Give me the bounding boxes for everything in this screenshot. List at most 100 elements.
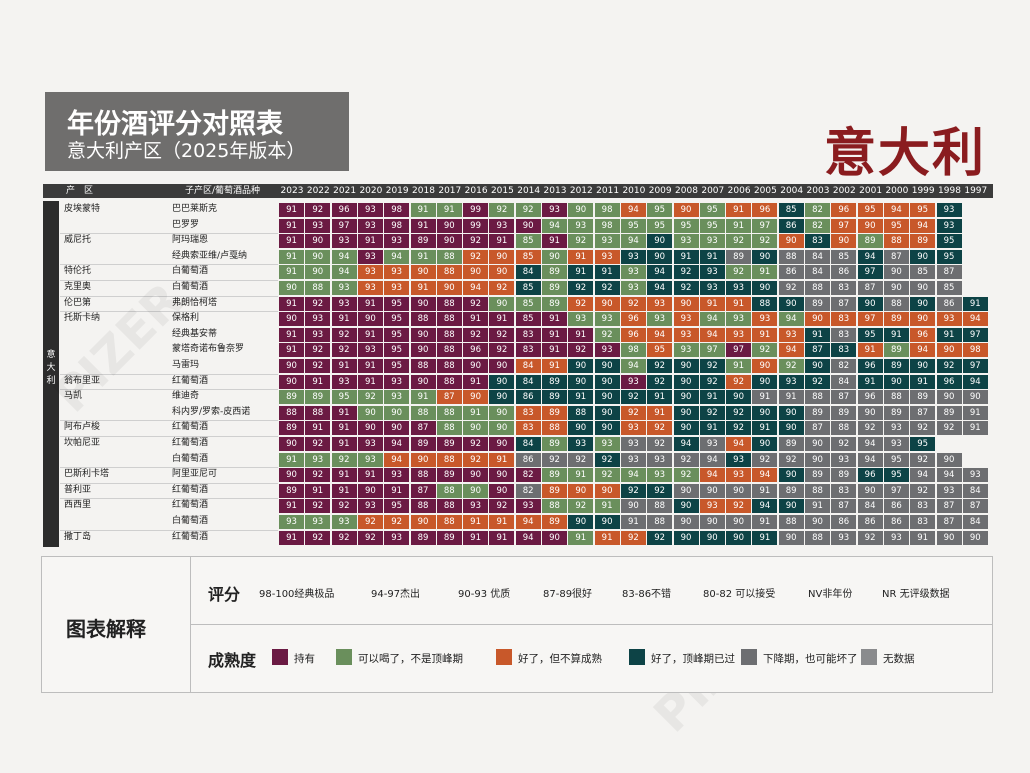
score-cell: 92 [305,468,331,483]
score-cell: 90 [279,374,304,389]
score-cell: 98 [962,343,988,358]
score-cell: 92 [489,203,515,217]
score-cell: 93 [594,437,620,451]
score-cell: 93 [594,343,620,358]
score-cell: 88 [410,468,436,483]
score-cell: 96 [857,468,883,483]
score-cell: 93 [699,234,725,249]
score-cell: 92 [594,452,620,467]
score-cell: 93 [384,234,410,249]
score-cell: 88 [410,312,436,327]
score-cell: 97 [962,359,988,373]
score-cell: 95 [883,468,909,483]
score-cell: 93 [647,452,673,467]
score-cell: 92 [805,374,830,389]
score-cell: 91 [752,327,778,342]
row-divider [60,295,278,297]
legend-title: 图表解释 [66,617,146,641]
score-cell: 92 [699,359,725,373]
score-cell: 91 [962,296,988,311]
year-header: 1999 [911,186,935,196]
row-divider [60,529,278,531]
score-cell: 92 [857,530,883,545]
score-cell: 90 [778,296,804,311]
score-cell: 91 [594,265,620,280]
score-cell: 92 [673,265,699,280]
score-cell: 92 [620,405,646,420]
country-title: 意大利 [824,124,987,184]
score-cell: 92 [910,483,936,498]
score-cell: 88 [542,421,567,436]
score-cell: 90 [673,203,699,217]
score-cell: 88 [883,390,909,405]
score-cell: 91 [857,374,883,389]
year-header: 1998 [938,186,961,196]
score-cell: 93 [962,468,988,483]
score-cell: 91 [279,218,304,233]
score-cell: 95 [384,327,410,342]
score-cell: 92 [568,452,594,467]
score-cell: 89 [936,405,962,420]
score-cell: 92 [699,405,725,420]
score-cell: 97 [752,218,778,233]
year-header: 2011 [596,186,620,196]
score-cell: 87 [883,249,909,264]
score-cell: 90 [778,405,804,420]
score-cell: 90 [673,390,699,405]
score-cell: 88 [436,483,462,498]
score-cell: 90 [410,515,436,529]
score-cell: 92 [331,327,357,342]
score-cell: 84 [805,249,830,264]
score-cell: 96 [620,312,646,327]
score-cell: 90 [463,390,489,405]
maturity-swatch [496,649,512,665]
score-cell: 94 [726,437,752,451]
score-cell: 90 [410,374,436,389]
score-cell: 89 [279,390,304,405]
score-cell: 97 [857,265,883,280]
score-cell: 91 [489,312,515,327]
score-cell: 95 [673,218,699,233]
score-cell: 90 [857,296,883,311]
score-cell: 94 [778,343,804,358]
score-cell: 92 [489,343,515,358]
score-cell: 90 [410,343,436,358]
score-cell: 90 [463,421,489,436]
score-cell: 92 [647,421,673,436]
score-cell: 85 [831,249,857,264]
subregion-label: 阿里亚尼可 [172,469,218,480]
year-header: 2001 [859,186,883,196]
score-cell: 88 [436,249,462,264]
region-label: 伦巴第 [64,297,92,308]
subregion-label: 经典基安蒂 [172,328,218,339]
score-cell: 89 [726,249,752,264]
score-cell: 90 [883,281,909,295]
score-cell: 98 [384,218,410,233]
score-cell: 90 [489,249,515,264]
score-cell: 91 [384,483,410,498]
score-cell: 91 [410,249,436,264]
score-cell: 89 [436,468,462,483]
legend: 图表解释 评分 成熟度 98-100经典极品 94-97杰出 90-93 优质 87-… [41,556,993,693]
score-cell: 92 [647,530,673,545]
subregion-label: 白葡萄酒 [172,516,209,526]
row-divider [60,498,278,500]
score-cell: 91 [279,265,304,280]
score-cell: 90 [620,499,646,514]
score-cell: 88 [805,281,830,295]
row-divider [60,389,278,391]
score-cell: 86 [831,265,857,280]
score-cell: 84 [515,374,541,389]
score-cell: 91 [726,296,752,311]
maturity-swatch [629,649,645,665]
region-label: 托斯卡纳 [64,313,101,324]
score-cell: 95 [647,203,673,217]
score-cell: 84 [831,374,857,389]
score-cell: 91 [805,499,830,514]
score-cell: 93 [726,281,752,295]
score-cell: 93 [699,281,725,295]
score-cell: 91 [568,327,594,342]
score-cell: 88 [436,515,462,529]
score-cell: 90 [279,437,304,451]
score-cell: 84 [962,483,988,498]
